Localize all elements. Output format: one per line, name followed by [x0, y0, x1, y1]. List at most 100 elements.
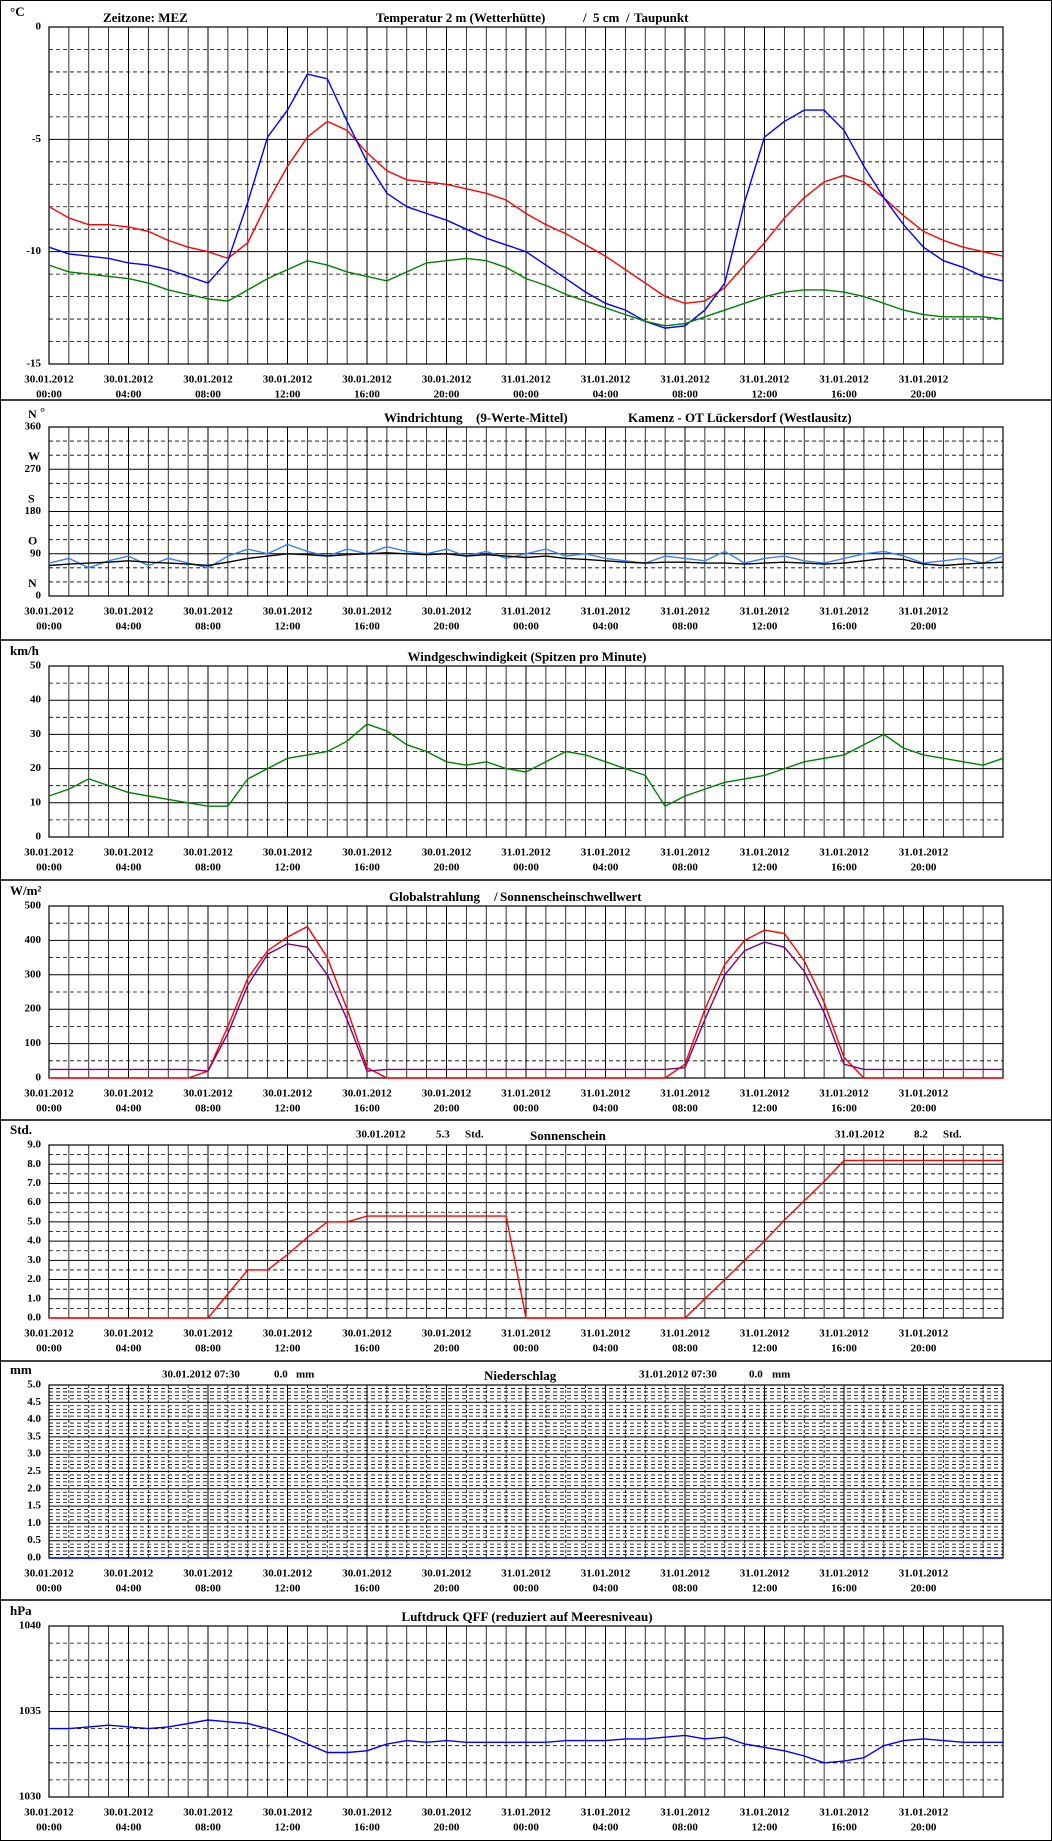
- x-tick-date: 31.01.2012: [740, 1568, 790, 1580]
- x-tick-label: 12:00: [275, 389, 301, 401]
- x-tick-date: 31.01.2012: [501, 374, 551, 386]
- x-tick-date: 31.01.2012: [819, 606, 869, 618]
- x-tick-date: 31.01.2012: [819, 1807, 869, 1819]
- y-tick-label: 0.0: [27, 1552, 41, 1564]
- x-tick-date: 30.01.2012: [263, 374, 313, 386]
- x-tick-date: 31.01.2012: [899, 1088, 949, 1100]
- x-tick-label: 16:00: [831, 1583, 857, 1595]
- station-name: Kamenz - OT Lückersdorf (Westlausitz): [628, 410, 852, 425]
- summary-unit: mm: [772, 1369, 790, 1381]
- x-tick-date: 30.01.2012: [342, 847, 392, 859]
- y-tick-label: 0: [36, 21, 42, 33]
- series-line: [49, 1159, 1003, 1319]
- y-tick-label: 20: [30, 762, 42, 774]
- x-tick-date: 30.01.2012: [24, 374, 74, 386]
- y-tick-label: 1.0: [27, 1292, 41, 1304]
- x-tick-date: 31.01.2012: [819, 1568, 869, 1580]
- timezone: Zeitzone: MEZ: [103, 10, 188, 25]
- y-tick-label: 400: [25, 934, 42, 946]
- legend-entry: Taupunkt: [634, 10, 689, 25]
- x-tick-date: 30.01.2012: [342, 1088, 392, 1100]
- x-tick-label: 08:00: [672, 621, 698, 633]
- x-tick-date: 31.01.2012: [740, 1807, 790, 1819]
- x-tick-date: 30.01.2012: [183, 1088, 233, 1100]
- x-tick-date: 30.01.2012: [342, 1807, 392, 1819]
- y-tick-label: 3.0: [27, 1448, 41, 1460]
- x-tick-label: 12:00: [275, 621, 301, 633]
- x-tick-date: 30.01.2012: [104, 1568, 154, 1580]
- y-tick-label: 3.0: [27, 1254, 41, 1266]
- x-tick-date: 30.01.2012: [263, 1328, 313, 1340]
- x-tick-date: 30.01.2012: [342, 1328, 392, 1340]
- x-tick-label: 16:00: [354, 1343, 380, 1355]
- y-axis-label: °: [40, 404, 45, 419]
- y-tick-label: 6.0: [27, 1196, 41, 1208]
- x-tick-label: 16:00: [354, 1103, 380, 1115]
- y-axis-label: W/m²: [10, 883, 41, 898]
- series-line: [48, 543, 1004, 569]
- summary-unit: mm: [296, 1369, 314, 1381]
- direction-label: S: [28, 491, 35, 505]
- summary-total: 0.0: [749, 1369, 763, 1381]
- y-tick-label: 4.5: [27, 1396, 41, 1408]
- x-tick-date: 30.01.2012: [422, 1807, 472, 1819]
- y-tick-label: 30: [30, 728, 42, 740]
- x-tick-label: 20:00: [434, 1343, 460, 1355]
- y-axis-label: mm: [10, 1362, 32, 1377]
- x-tick-label: 00:00: [36, 621, 62, 633]
- x-tick-label: 08:00: [195, 621, 221, 633]
- x-tick-label: 04:00: [593, 621, 619, 633]
- y-tick-label: 1030: [19, 1791, 42, 1803]
- legend-separator: /: [582, 10, 587, 25]
- x-tick-date: 31.01.2012: [899, 1807, 949, 1819]
- x-tick-label: 04:00: [116, 1583, 142, 1595]
- y-axis-label: Std.: [10, 1122, 32, 1137]
- x-tick-label: 08:00: [672, 389, 698, 401]
- x-tick-date: 31.01.2012: [660, 1568, 710, 1580]
- x-tick-label: 20:00: [434, 621, 460, 633]
- x-tick-label: 00:00: [513, 1583, 539, 1595]
- series-line: [49, 941, 1003, 1072]
- x-tick-label: 00:00: [36, 1822, 62, 1834]
- plot-frame: [48, 26, 1004, 365]
- x-tick-date: 31.01.2012: [660, 606, 710, 618]
- summary-unit: Std.: [943, 1129, 962, 1141]
- y-tick-label: 1035: [19, 1705, 42, 1717]
- x-tick-date: 31.01.2012: [660, 1328, 710, 1340]
- series-line: [48, 257, 1004, 327]
- chart-title: Niederschlag: [484, 1368, 557, 1383]
- x-tick-date: 30.01.2012: [183, 1568, 233, 1580]
- y-tick-label: 300: [25, 968, 42, 980]
- y-tick-label: 90: [30, 547, 42, 559]
- direction-label: N: [28, 407, 37, 421]
- x-tick-label: 20:00: [434, 389, 460, 401]
- summary-unit: Std.: [465, 1129, 484, 1141]
- x-tick-label: 08:00: [195, 1103, 221, 1115]
- x-tick-date: 31.01.2012: [819, 1328, 869, 1340]
- y-tick-label: 40: [30, 694, 42, 706]
- x-tick-label: 08:00: [195, 389, 221, 401]
- x-tick-date: 30.01.2012: [183, 1328, 233, 1340]
- chart-title: Luftdruck QFF (reduziert auf Meeresnivea…: [401, 1609, 652, 1624]
- x-tick-date: 31.01.2012: [501, 847, 551, 859]
- y-tick-label: 7.0: [27, 1177, 41, 1189]
- x-tick-date: 30.01.2012: [342, 374, 392, 386]
- series-line: [49, 1719, 1003, 1764]
- x-tick-date: 31.01.2012: [899, 606, 949, 618]
- x-tick-label: 16:00: [354, 862, 380, 874]
- x-tick-date: 30.01.2012: [104, 1088, 154, 1100]
- y-tick-label: 4.0: [27, 1413, 41, 1425]
- legend-separator: /: [625, 10, 630, 25]
- x-tick-label: 04:00: [116, 1343, 142, 1355]
- y-tick-label: 200: [25, 1003, 42, 1015]
- x-tick-label: 20:00: [434, 1583, 460, 1595]
- x-tick-label: 12:00: [275, 1343, 301, 1355]
- x-tick-date: 30.01.2012: [104, 1807, 154, 1819]
- x-tick-date: 30.01.2012: [104, 847, 154, 859]
- x-tick-label: 08:00: [672, 1343, 698, 1355]
- y-tick-label: 1.0: [27, 1517, 41, 1529]
- x-tick-date: 31.01.2012: [740, 847, 790, 859]
- x-tick-label: 00:00: [36, 389, 62, 401]
- x-tick-date: 30.01.2012: [342, 1568, 392, 1580]
- x-tick-label: 20:00: [911, 621, 937, 633]
